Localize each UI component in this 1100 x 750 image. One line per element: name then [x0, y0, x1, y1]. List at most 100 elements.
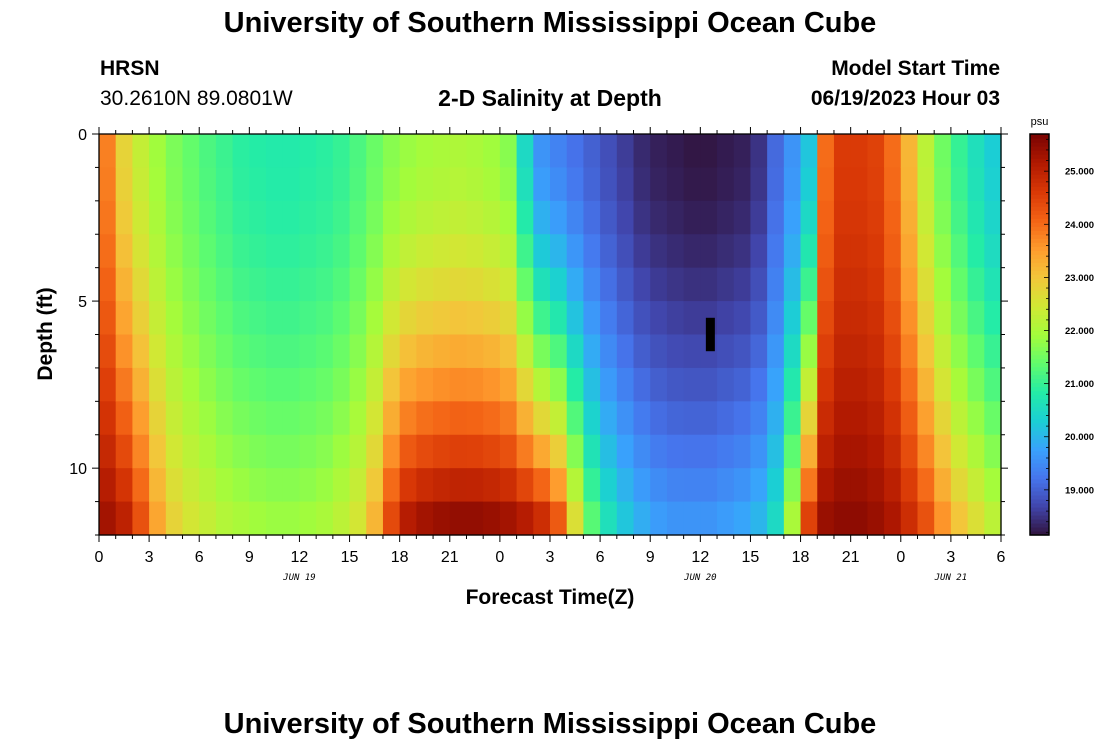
heatmap-cell: [299, 334, 317, 369]
x-tick-label: 21: [842, 549, 860, 566]
heatmap-cell: [132, 167, 150, 202]
heatmap-cell: [600, 267, 618, 302]
colorbar-segment: [1030, 530, 1049, 536]
heatmap-cell: [917, 167, 935, 202]
heatmap-cell: [349, 267, 367, 302]
heatmap-cell: [466, 301, 484, 336]
heatmap-cell: [850, 501, 868, 536]
heatmap-cell: [449, 401, 468, 436]
heatmap-cell: [299, 267, 317, 302]
heatmap-cell: [199, 468, 217, 503]
heatmap-cell: [750, 301, 768, 336]
heatmap-cell: [850, 367, 868, 402]
heatmap-cell: [633, 434, 651, 469]
heatmap-cell: [132, 367, 150, 402]
heatmap-cell: [616, 468, 635, 503]
heatmap-cell: [382, 367, 401, 402]
heatmap-cell: [299, 134, 317, 169]
heatmap-cell: [700, 134, 718, 169]
heatmap-cell: [165, 468, 184, 503]
heatmap-cell: [950, 234, 969, 269]
colorbar-segment: [1030, 386, 1049, 392]
heatmap-cell: [717, 468, 735, 503]
heatmap-cell: [833, 301, 852, 336]
heatmap-cell: [767, 301, 785, 336]
heatmap-cell: [149, 301, 167, 336]
heatmap-cell: [199, 501, 217, 536]
colorbar: 19.000 20.000 21.000 22.000 23.000 24.000 25.0…: [1029, 116, 1094, 536]
heatmap-cell: [182, 301, 200, 336]
heatmap-cell: [316, 200, 334, 235]
heatmap-cell: [366, 234, 384, 269]
heatmap-cell: [884, 267, 902, 302]
heatmap-cell: [683, 401, 701, 436]
heatmap-cell: [316, 167, 334, 202]
heatmap-cell: [600, 234, 618, 269]
heatmap-cell: [483, 134, 501, 169]
heatmap-cell: [717, 301, 735, 336]
heatmap-cell: [115, 434, 133, 469]
heatmap-cell: [149, 134, 167, 169]
heatmap-cell: [382, 267, 401, 302]
heatmap-cell: [132, 234, 150, 269]
colorbar-segment: [1030, 274, 1049, 279]
heatmap-cell: [984, 468, 1002, 503]
heatmap-cell: [817, 334, 835, 369]
heatmap-cell: [483, 167, 501, 202]
heatmap-cell: [366, 468, 384, 503]
heatmap-cell: [316, 234, 334, 269]
heatmap-cell: [182, 334, 200, 369]
colorbar-segment: [1030, 506, 1049, 512]
heatmap-cell: [483, 401, 501, 436]
heatmap-cell: [867, 234, 885, 269]
heatmap-cell: [850, 468, 868, 503]
heatmap-cell: [149, 401, 167, 436]
colorbar-tick-label: 20.000: [1065, 432, 1094, 443]
colorbar-segment: [1030, 142, 1049, 147]
heatmap-cell: [650, 234, 668, 269]
heatmap-cell: [800, 134, 818, 169]
heatmap-cell: [149, 434, 167, 469]
colorbar-segment: [1030, 318, 1049, 324]
x-tick-label: 3: [145, 549, 154, 566]
colorbar-segment: [1030, 182, 1049, 187]
model-start-label: Model Start Time: [831, 57, 1000, 80]
heatmap-cell: [967, 234, 985, 269]
heatmap-cell: [833, 367, 852, 402]
colorbar-segment: [1030, 370, 1049, 376]
heatmap-cell: [700, 367, 718, 402]
heatmap-cell: [817, 301, 835, 336]
heatmap-cell: [934, 167, 952, 202]
heatmap-cell: [282, 267, 301, 302]
colorbar-segment: [1030, 246, 1049, 251]
heatmap-cell: [232, 167, 250, 202]
heatmap-cell: [332, 434, 351, 469]
heatmap-cell: [232, 200, 250, 235]
x-tick-label: 0: [95, 549, 104, 566]
colorbar-frame: [1029, 133, 1050, 536]
heatmap-cell: [733, 468, 752, 503]
heatmap-cell: [616, 134, 635, 169]
heatmap-cell: [332, 234, 351, 269]
heatmap-cell: [550, 434, 568, 469]
heatmap-cell: [99, 234, 117, 269]
heatmap-cell: [416, 468, 434, 503]
heatmap-cell: [934, 301, 952, 336]
colorbar-segment: [1030, 438, 1049, 444]
colorbar-segment: [1030, 374, 1049, 380]
heatmap-cell: [149, 367, 167, 402]
heatmap-cell: [967, 367, 985, 402]
heatmap-cell: [550, 501, 568, 536]
heatmap-cell: [316, 334, 334, 369]
heatmap-cell: [215, 401, 234, 436]
heatmap-cell: [199, 367, 217, 402]
heatmap-cell: [366, 401, 384, 436]
heatmap-cell: [349, 167, 367, 202]
heatmap-cell: [316, 367, 334, 402]
heatmap-cell: [416, 267, 434, 302]
heatmap-cell: [165, 501, 184, 536]
heatmap-cell: [767, 167, 785, 202]
heatmap-cell: [884, 200, 902, 235]
heatmap-cell: [115, 468, 133, 503]
heatmap-cell: [533, 334, 551, 369]
